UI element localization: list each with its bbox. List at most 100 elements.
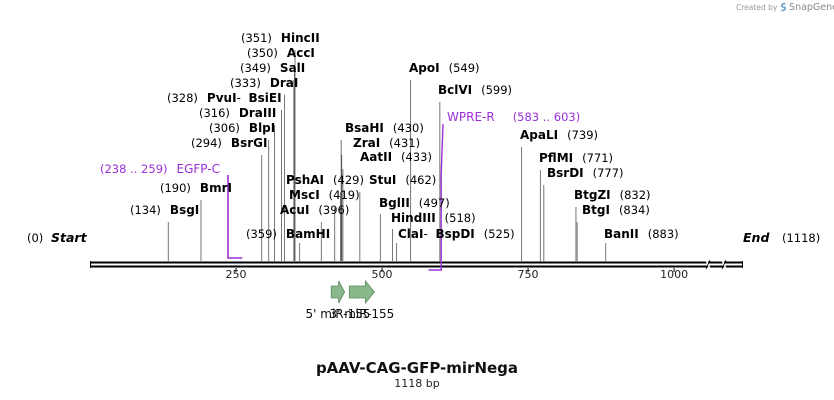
site-label-bmri: (190) BmrI — [160, 181, 232, 195]
site-name-stui: StuI — [369, 173, 396, 187]
site-label-bamhi: (359) BamHI — [246, 227, 330, 241]
feature-mir155-5: 5' miR-155 — [306, 280, 371, 321]
site-label-bsrdi: BsrDI (777) — [547, 166, 624, 180]
site-pos-acci: (350) — [247, 46, 278, 60]
axis-ticks: 250 500 750 1000 — [226, 268, 688, 281]
site-pos-pflmi: (771) — [582, 151, 613, 165]
site-name-banii: BanII — [604, 227, 639, 241]
tick-label-500: 500 — [372, 268, 393, 281]
end-labels: (0) Start End (1118) — [27, 230, 820, 245]
site-label-sali: (349) SalI — [240, 61, 305, 75]
plasmid-name: pAAV-CAG-GFP-mirNega — [315, 359, 519, 377]
site-pos-pshai: (429) — [333, 173, 364, 187]
feature-label-mir155-5: 5' miR-155 — [306, 307, 371, 321]
site-label-draiii: (316) DraIII — [199, 106, 276, 120]
backbone-gap-marks — [705, 259, 727, 270]
site-label-pvui-bsiei: (328) PvuI - BsiEI — [167, 91, 282, 105]
site-name-btgi: BtgI — [582, 203, 610, 217]
site-pos-draiii: (316) — [199, 106, 230, 120]
tick-label-250: 250 — [226, 268, 247, 281]
site-label-hincii: (351) HincII — [241, 31, 320, 45]
site-name-pshai: PshAI — [286, 173, 324, 187]
end-label: End — [743, 230, 770, 245]
primer-arrow-wpre-r — [428, 123, 444, 271]
site-pos-clai-bspdi: (525) — [484, 227, 515, 241]
site-label-hindiii: HindIII (518) — [391, 211, 476, 225]
site-name-aatii: AatII — [360, 150, 392, 164]
site-label-apali: ApaLI (739) — [520, 128, 598, 142]
site-name-msci: MscI — [289, 188, 320, 202]
site-name-blpi: BlpI — [249, 121, 275, 135]
site-pos-bsrgi: (294) — [191, 136, 222, 150]
site-name-bsrdi: BsrDI — [547, 166, 584, 180]
site-label-clai-bspdi: ClaI - BspDI (525) — [398, 227, 515, 241]
site-name-clai-bspdi-2: BspDI — [435, 227, 474, 241]
site-label-bsgi: (134) BsgI — [130, 203, 199, 217]
site-name-hindiii: HindIII — [391, 211, 436, 225]
site-pos-bamhi: (359) — [246, 227, 277, 241]
primer-name-wpre-r: WPRE-R — [447, 110, 495, 124]
feature-mir155-3: 3' miR-155 — [329, 279, 394, 321]
start-label: Start — [51, 230, 88, 245]
primer-egfp-c: (238 .. 259) EGFP-C — [100, 162, 243, 259]
feature-arrow-mir155-3 — [348, 279, 375, 305]
site-pos-btgi: (834) — [619, 203, 650, 217]
site-name-pflmi: PflMI — [539, 151, 573, 165]
site-pos-drai: (333) — [230, 76, 261, 90]
site-name-apali: ApaLI — [520, 128, 558, 142]
site-pos-msci: (419) — [329, 188, 360, 202]
site-name-sali: SalI — [280, 61, 305, 75]
site-label-bsrgi: (294) BsrGI — [191, 136, 267, 150]
site-label-btgzi: BtgZI (832) — [574, 188, 651, 202]
site-name-hincii: HincII — [281, 31, 320, 45]
site-pos-hincii: (351) — [241, 31, 272, 45]
site-name-drai: DraI — [270, 76, 298, 90]
tick-label-750: 750 — [518, 268, 539, 281]
site-label-aatii: AatII (433) — [360, 150, 432, 164]
site-labels: (134) BsgI(190) BmrI(294) BsrGI(306) BlpI(31… — [27, 31, 820, 245]
primer-name-egfp-c: EGFP-C — [176, 162, 219, 176]
site-label-bglii: BglII (497) — [379, 196, 450, 210]
feature-label-mir155-3: 3' miR-155 — [329, 307, 394, 321]
snapgene-credit: Created by SnapGene — [736, 2, 834, 13]
site-pos-apoi: (549) — [449, 61, 480, 75]
credit-brand: SnapGene — [789, 2, 834, 13]
site-pos-acui: (396) — [318, 203, 349, 217]
site-name-pvui-bsiei: PvuI — [207, 91, 237, 105]
site-pos-bclvi: (599) — [481, 83, 512, 97]
primer-range-egfp-c: (238 .. 259) — [100, 162, 168, 176]
site-label-acui: AcuI (396) — [280, 203, 349, 217]
tick-label-1000: 1000 — [660, 268, 688, 281]
site-pos-hindiii: (518) — [445, 211, 476, 225]
site-label-bclvi: BclVI (599) — [438, 83, 512, 97]
primer-range-wpre-r: (583 .. 603) — [513, 110, 581, 124]
snapgene-logo-icon — [780, 2, 786, 12]
site-pos-bmri: (190) — [160, 181, 191, 195]
site-label-banii: BanII (883) — [604, 227, 679, 241]
site-pos-sali: (349) — [240, 61, 271, 75]
site-label-pflmi: PflMI (771) — [539, 151, 613, 165]
site-label-pshai: PshAI (429) — [286, 173, 364, 187]
site-name-bsgi: BsgI — [170, 203, 199, 217]
dna-backbone — [90, 261, 743, 268]
plasmid-length: 1118 bp — [394, 377, 440, 390]
site-name-btgzi: BtgZI — [574, 188, 611, 202]
site-name-draiii: DraIII — [239, 106, 276, 120]
site-label-msci: MscI (419) — [289, 188, 360, 202]
site-name-pvui-bsiei-2: BsiEI — [249, 91, 282, 105]
svg-text:-: - — [423, 227, 427, 241]
site-name-bsrgi: BsrGI — [231, 136, 268, 150]
site-name-bmri: BmrI — [200, 181, 232, 195]
site-name-bsahi: BsaHI — [345, 121, 384, 135]
site-name-acci: AccI — [287, 46, 315, 60]
site-name-bclvi: BclVI — [438, 83, 472, 97]
site-name-bglii: BglII — [379, 196, 410, 210]
site-label-zrai: ZraI (431) — [353, 136, 420, 150]
primer-wpre-r: (583 .. 603) WPRE-R — [428, 110, 581, 271]
site-label-bsahi: BsaHI (430) — [345, 121, 424, 135]
credit-prefix: Created by — [736, 3, 778, 12]
site-name-zrai: ZraI — [353, 136, 380, 150]
site-pos-banii: (883) — [648, 227, 679, 241]
end-pos: (1118) — [782, 231, 820, 245]
